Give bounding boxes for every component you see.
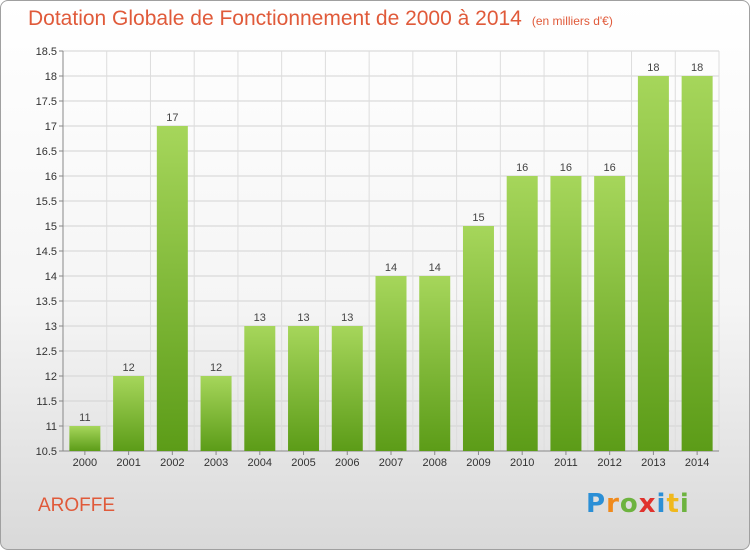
x-tick-label: 2014 [685,457,709,469]
bar [288,326,320,451]
y-tick-label: 17.5 [36,96,57,108]
bar [506,176,538,451]
logo-letter: P [586,489,607,519]
y-tick-label: 14.5 [36,246,57,258]
logo-letter: o [619,489,639,519]
y-tick-label: 17 [45,121,57,133]
bar [681,76,713,451]
bar [113,376,145,451]
x-tick-label: 2007 [379,457,403,469]
bar-value-label: 13 [254,312,266,324]
y-tick-label: 18.5 [36,46,57,58]
y-tick-label: 10.5 [36,446,57,458]
place-name: AROFFE [38,495,116,516]
x-tick-label: 2012 [597,457,621,469]
proxiti-logo: Proxiti [586,489,690,519]
bar-value-label: 15 [472,212,484,224]
x-tick-label: 2001 [116,457,140,469]
bar [69,426,101,451]
bar [200,376,232,451]
bar-value-label: 16 [560,162,572,174]
bar-value-label: 18 [691,62,703,74]
y-tick-label: 11 [46,421,57,433]
x-tick-label: 2006 [335,457,359,469]
bar [244,326,276,451]
bar-value-label: 16 [604,162,616,174]
chart-subtitle: (en milliers d'€) [531,14,613,28]
y-tick-label: 15 [45,221,57,233]
y-tick-label: 14 [45,271,57,283]
bar-value-label: 16 [516,162,528,174]
y-tick-label: 15.5 [36,196,57,208]
y-tick-label: 13.5 [36,296,57,308]
chart-title: Dotation Globale de Fonctionnement de 20… [28,7,613,31]
x-tick-label: 2002 [160,457,184,469]
bars [69,76,713,451]
bar [462,226,494,451]
bar-value-label: 13 [341,312,353,324]
bar [375,276,407,451]
x-tick-label: 2009 [466,457,490,469]
logo-letter: t [666,489,680,519]
bar-value-label: 12 [210,362,222,374]
x-tick-label: 2003 [204,457,228,469]
logo-letter: i [679,489,690,519]
y-tick-label: 12 [45,371,57,383]
logo-letter: r [606,489,620,519]
bar-value-label: 14 [429,262,441,274]
bar [594,176,626,451]
labels: 10.5 11 11.5 12 12.5 13 13.5 14 14.5 15 15.5 16 16.5… [36,46,710,469]
x-tick-label: 2011 [554,457,578,469]
bar-value-label: 12 [122,362,134,374]
x-tick-label: 2008 [422,457,446,469]
bar-value-label: 18 [647,62,659,74]
bar [637,76,669,451]
bar-value-label: 17 [166,112,178,124]
x-tick-label: 2013 [641,457,665,469]
x-tick-label: 2004 [248,457,272,469]
bar-value-label: 13 [297,312,309,324]
bar [156,126,188,451]
logo-letter: x [638,489,657,519]
y-tick-label: 11.5 [36,396,57,408]
y-tick-label: 16.5 [36,146,57,158]
y-tick-label: 12.5 [36,346,57,358]
bar [331,326,363,451]
y-tick-label: 18 [45,71,57,83]
bar [419,276,451,451]
bar-value-label: 14 [385,262,397,274]
x-tick-label: 2010 [510,457,534,469]
y-tick-label: 13 [45,321,57,333]
x-tick-label: 2005 [291,457,315,469]
x-tick-label: 2000 [73,457,97,469]
bar-value-label: 11 [79,412,90,424]
title-text: Dotation Globale de Fonctionnement de 20… [28,7,522,30]
bar [550,176,582,451]
y-tick-label: 16 [45,171,57,183]
logo-letter: i [656,489,667,519]
